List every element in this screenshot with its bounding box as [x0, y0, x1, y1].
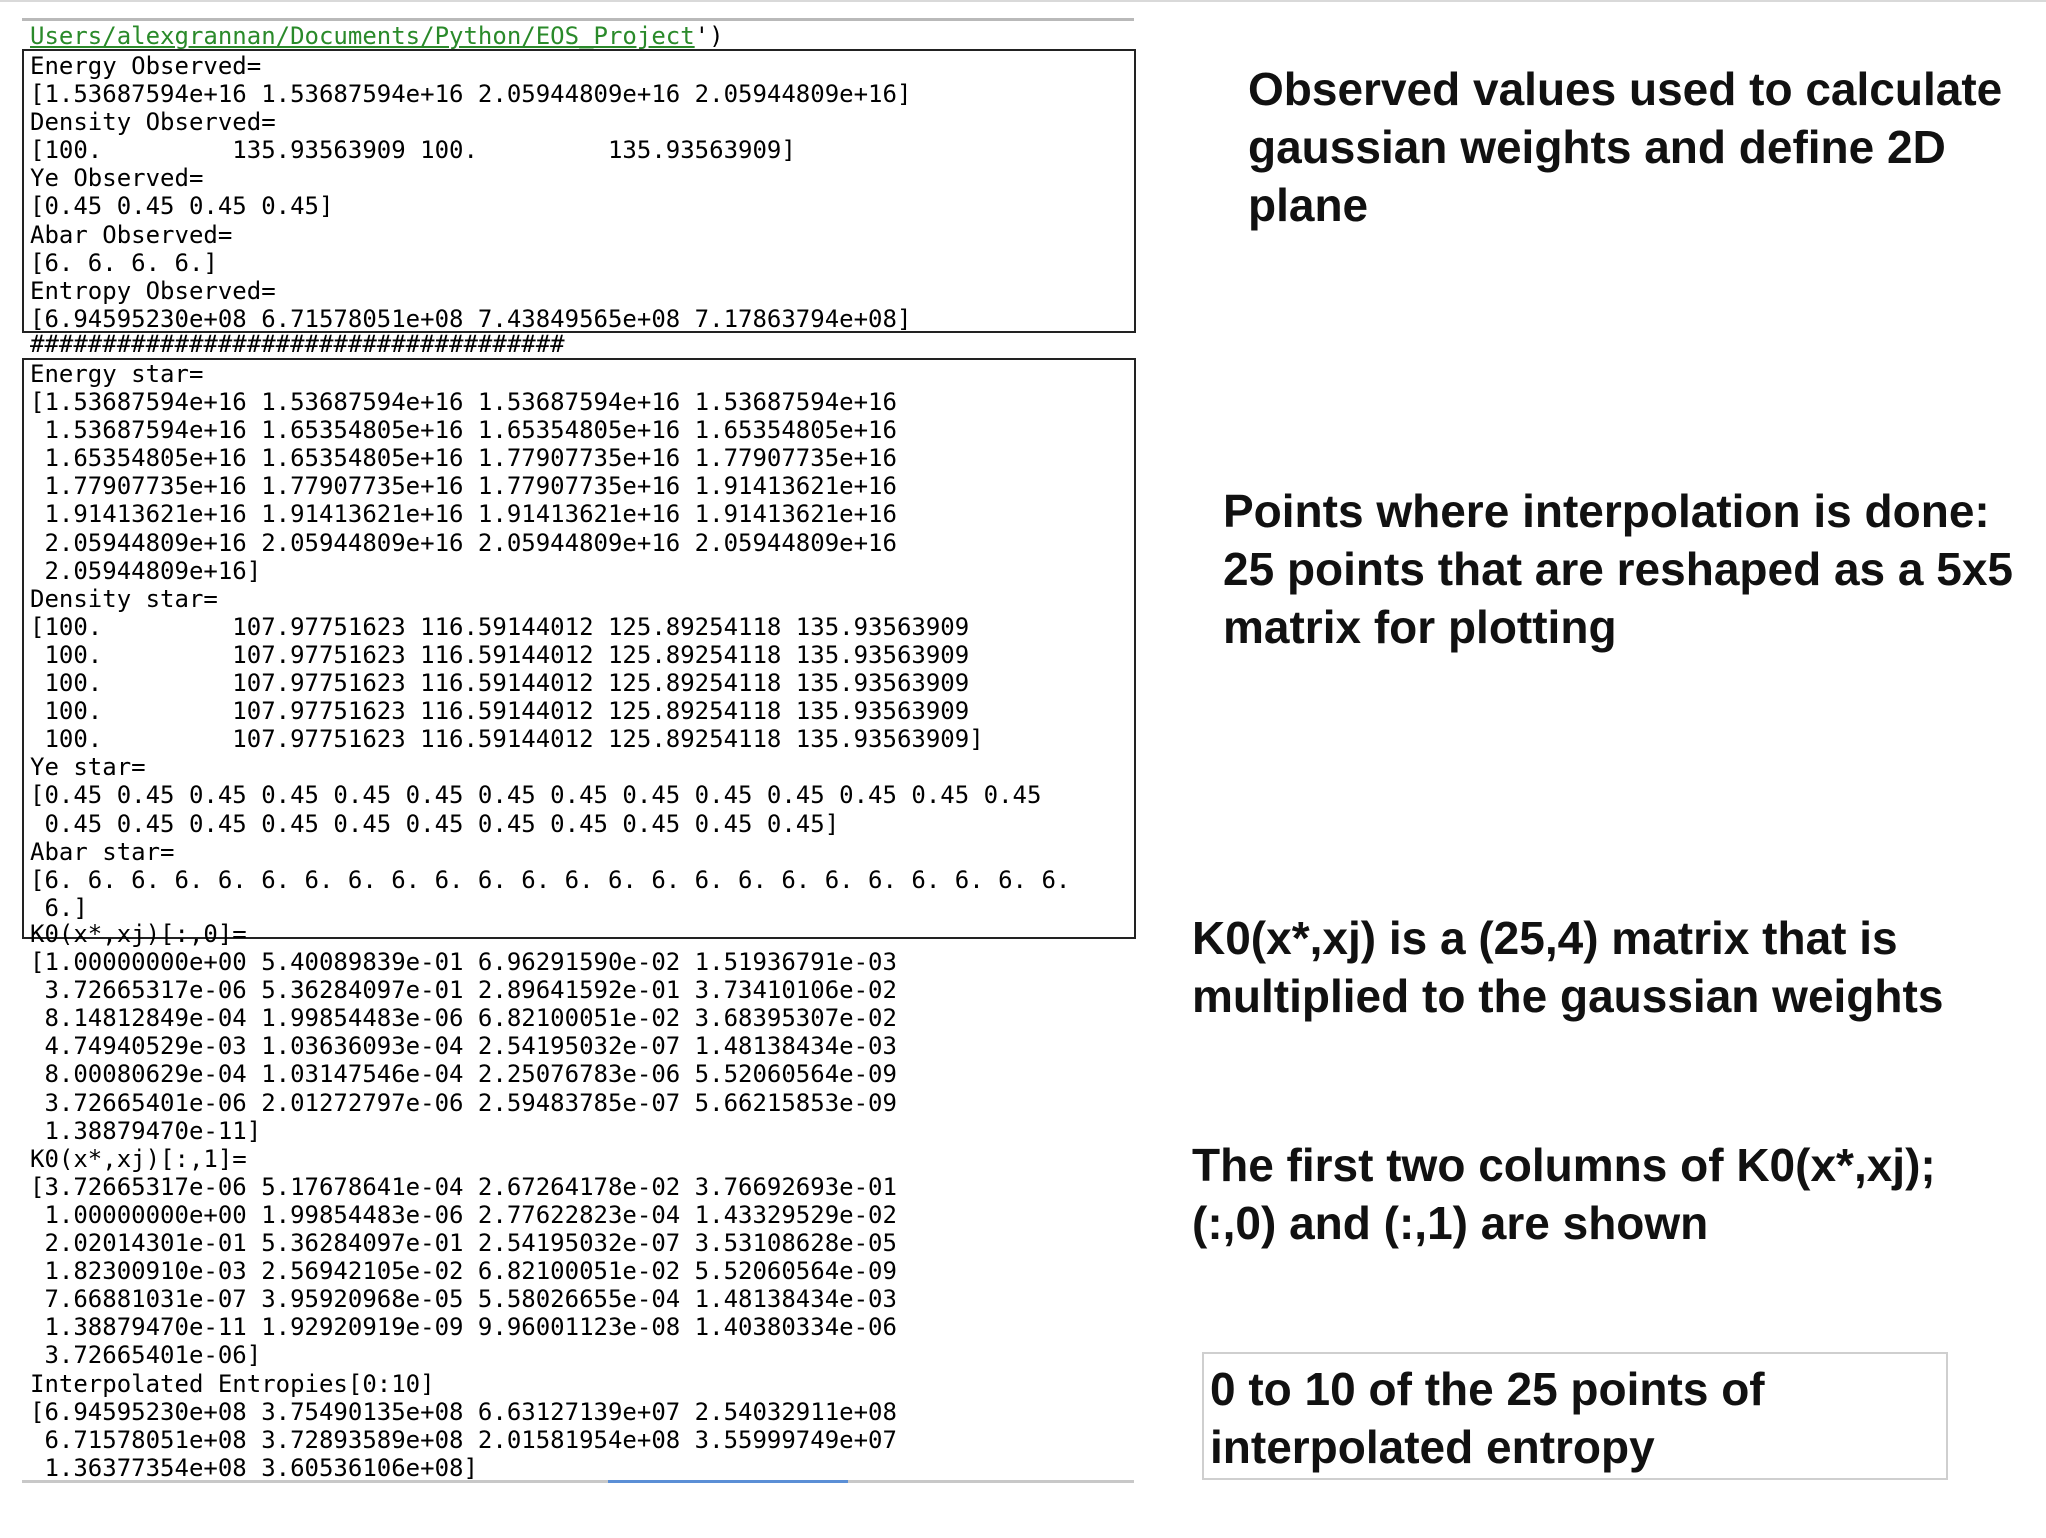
- console-top-rule: [22, 18, 1134, 21]
- window-top-border: [0, 0, 2046, 2]
- path-tail: '): [694, 22, 724, 50]
- working-directory-path: Users/alexgrannan/Documents/Python/EOS_P…: [30, 22, 724, 50]
- star-values-output: Energy star= [1.53687594e+16 1.53687594e…: [30, 360, 1071, 922]
- k0-and-entropy-output: K0(x*,xj)[:,0]= [1.00000000e+00 5.400898…: [30, 920, 897, 1482]
- star-values-box: [22, 358, 1136, 939]
- python-console-output[interactable]: Users/alexgrannan/Documents/Python/EOS_P…: [22, 18, 1136, 1488]
- hash-separator: #####################################: [30, 330, 565, 358]
- annotation-entropy-box: 0 to 10 of the 25 points of interpolated…: [1202, 1352, 1948, 1480]
- annotation-observed: Observed values used to calculate gaussi…: [1248, 63, 2003, 231]
- observed-values-output: Energy Observed= [1.53687594e+16 1.53687…: [30, 52, 912, 333]
- path-text: Users/alexgrannan/Documents/Python/EOS_P…: [30, 22, 695, 50]
- observed-values-box: [22, 49, 1136, 333]
- console-bottom-rule: [22, 1480, 1134, 1483]
- annotation-k0-columns: The first two columns of K0(x*,xj); (:,0…: [1192, 1139, 1936, 1249]
- console-scrollbar-thumb[interactable]: [608, 1480, 848, 1483]
- annotation-k0-matrix: K0(x*,xj) is a (25,4) matrix that is mul…: [1192, 912, 1944, 1022]
- annotation-interpolation-points: Points where interpolation is done: 25 p…: [1223, 485, 2014, 653]
